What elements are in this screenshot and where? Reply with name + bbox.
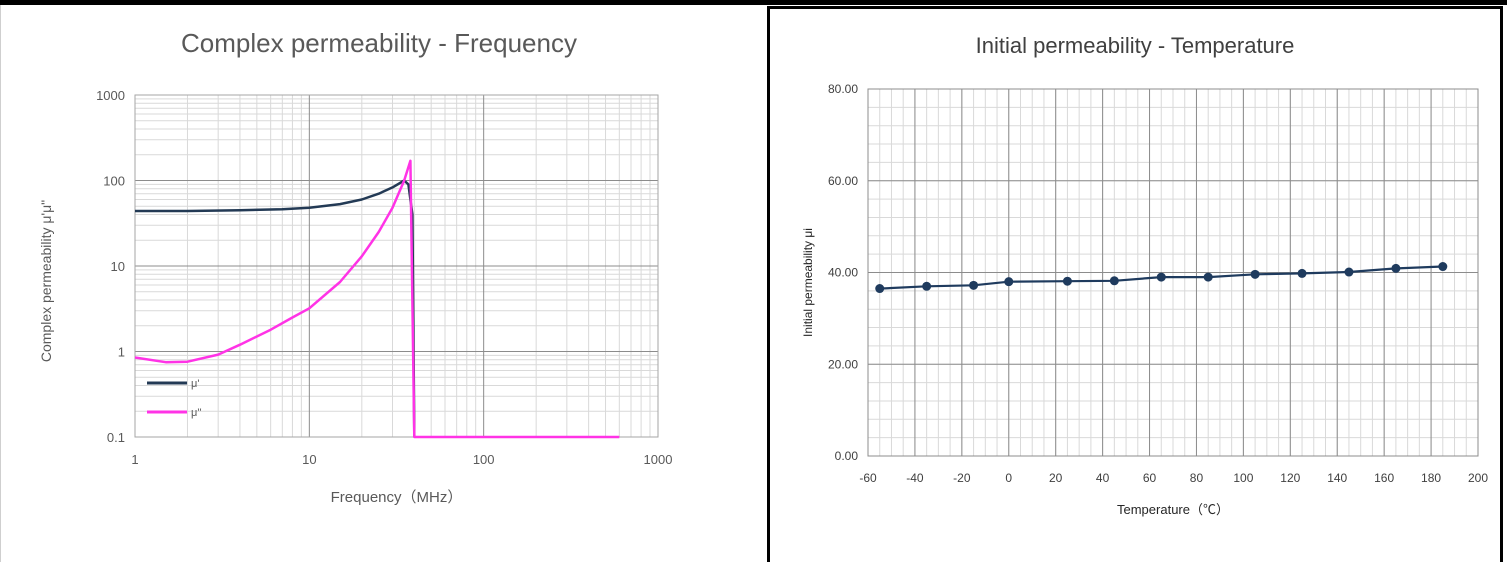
data-point (1109, 276, 1119, 286)
x-tick-label: 1000 (644, 452, 673, 467)
legend-label-mu-prime: μ' (191, 378, 199, 390)
y-tick-label: 1 (118, 345, 125, 360)
x-tick-label: -20 (953, 471, 971, 485)
x-tick-label: 100 (473, 452, 495, 467)
data-point (1391, 263, 1401, 273)
plot-area (867, 88, 1479, 457)
data-point (1004, 277, 1014, 287)
data-point (1062, 276, 1072, 286)
y-axis-label: Complex permeability μ'μ" (38, 200, 54, 362)
x-tick-label: 60 (1143, 471, 1157, 485)
x-tick-label: 20 (1049, 471, 1063, 485)
y-tick-label: 80.00 (828, 82, 858, 96)
data-point (969, 280, 979, 290)
x-tick-label: 100 (1233, 471, 1253, 485)
data-point (1297, 268, 1307, 278)
x-tick-label: 1 (131, 452, 138, 467)
chart-title: Initial permeability - Temperature (975, 33, 1295, 58)
x-tick-label: -40 (906, 471, 924, 485)
y-axis-label: Initial permeability μi (801, 228, 815, 337)
data-point (1250, 269, 1260, 279)
x-axis-label: Temperature（℃） (1117, 502, 1229, 517)
series-line-mu-prime (135, 179, 416, 438)
x-tick-label: 200 (1468, 471, 1488, 485)
x-tick-label: 180 (1421, 471, 1441, 485)
x-tick-label: 120 (1280, 471, 1300, 485)
y-tick-label: 100 (103, 174, 125, 189)
y-tick-label: 40.00 (828, 266, 858, 280)
x-tick-label: 40 (1096, 471, 1110, 485)
y-tick-label: 1000 (96, 88, 125, 103)
plot-area (134, 94, 659, 438)
y-tick-label: 60.00 (828, 174, 858, 188)
y-tick-label: 20.00 (828, 357, 858, 371)
x-tick-label: 140 (1327, 471, 1347, 485)
data-point (1203, 272, 1213, 282)
x-tick-label: 160 (1374, 471, 1394, 485)
x-axis-label: Frequency（MHz） (331, 489, 463, 506)
x-tick-label: -60 (859, 471, 877, 485)
y-tick-label: 0.1 (107, 430, 125, 445)
chart-permeability-temperature: -60 -40 -20 0 20 40 60 80 100 120 140 160 180 200 0.00… (801, 82, 1488, 517)
x-tick-label: 10 (302, 452, 316, 467)
data-point (922, 281, 932, 291)
top-border (0, 0, 1507, 5)
chart-permeability-frequency: 1 10 100 1000 0.1 1 10 100 1000 Frequency（MHz） Com… (38, 88, 673, 506)
data-point (1156, 272, 1166, 282)
y-tick-label: 0.00 (835, 449, 859, 463)
legend-label-mu-double-prime: μ'' (191, 407, 202, 419)
chart-panel-permeability-temperature: Initial permeability - Temperature -60 -4… (767, 6, 1503, 562)
y-tick-label: 10 (111, 259, 125, 274)
x-tick-label: 0 (1005, 471, 1012, 485)
chart-panel-permeability-frequency: Complex permeability - Frequency 1 10 100 1… (0, 5, 757, 562)
series-line-mu-double-prime (134, 159, 620, 439)
data-point (1344, 267, 1354, 277)
data-point (875, 284, 885, 294)
chart-title: Complex permeability - Frequency (181, 28, 577, 58)
data-point (1438, 262, 1448, 272)
x-tick-label: 80 (1190, 471, 1204, 485)
